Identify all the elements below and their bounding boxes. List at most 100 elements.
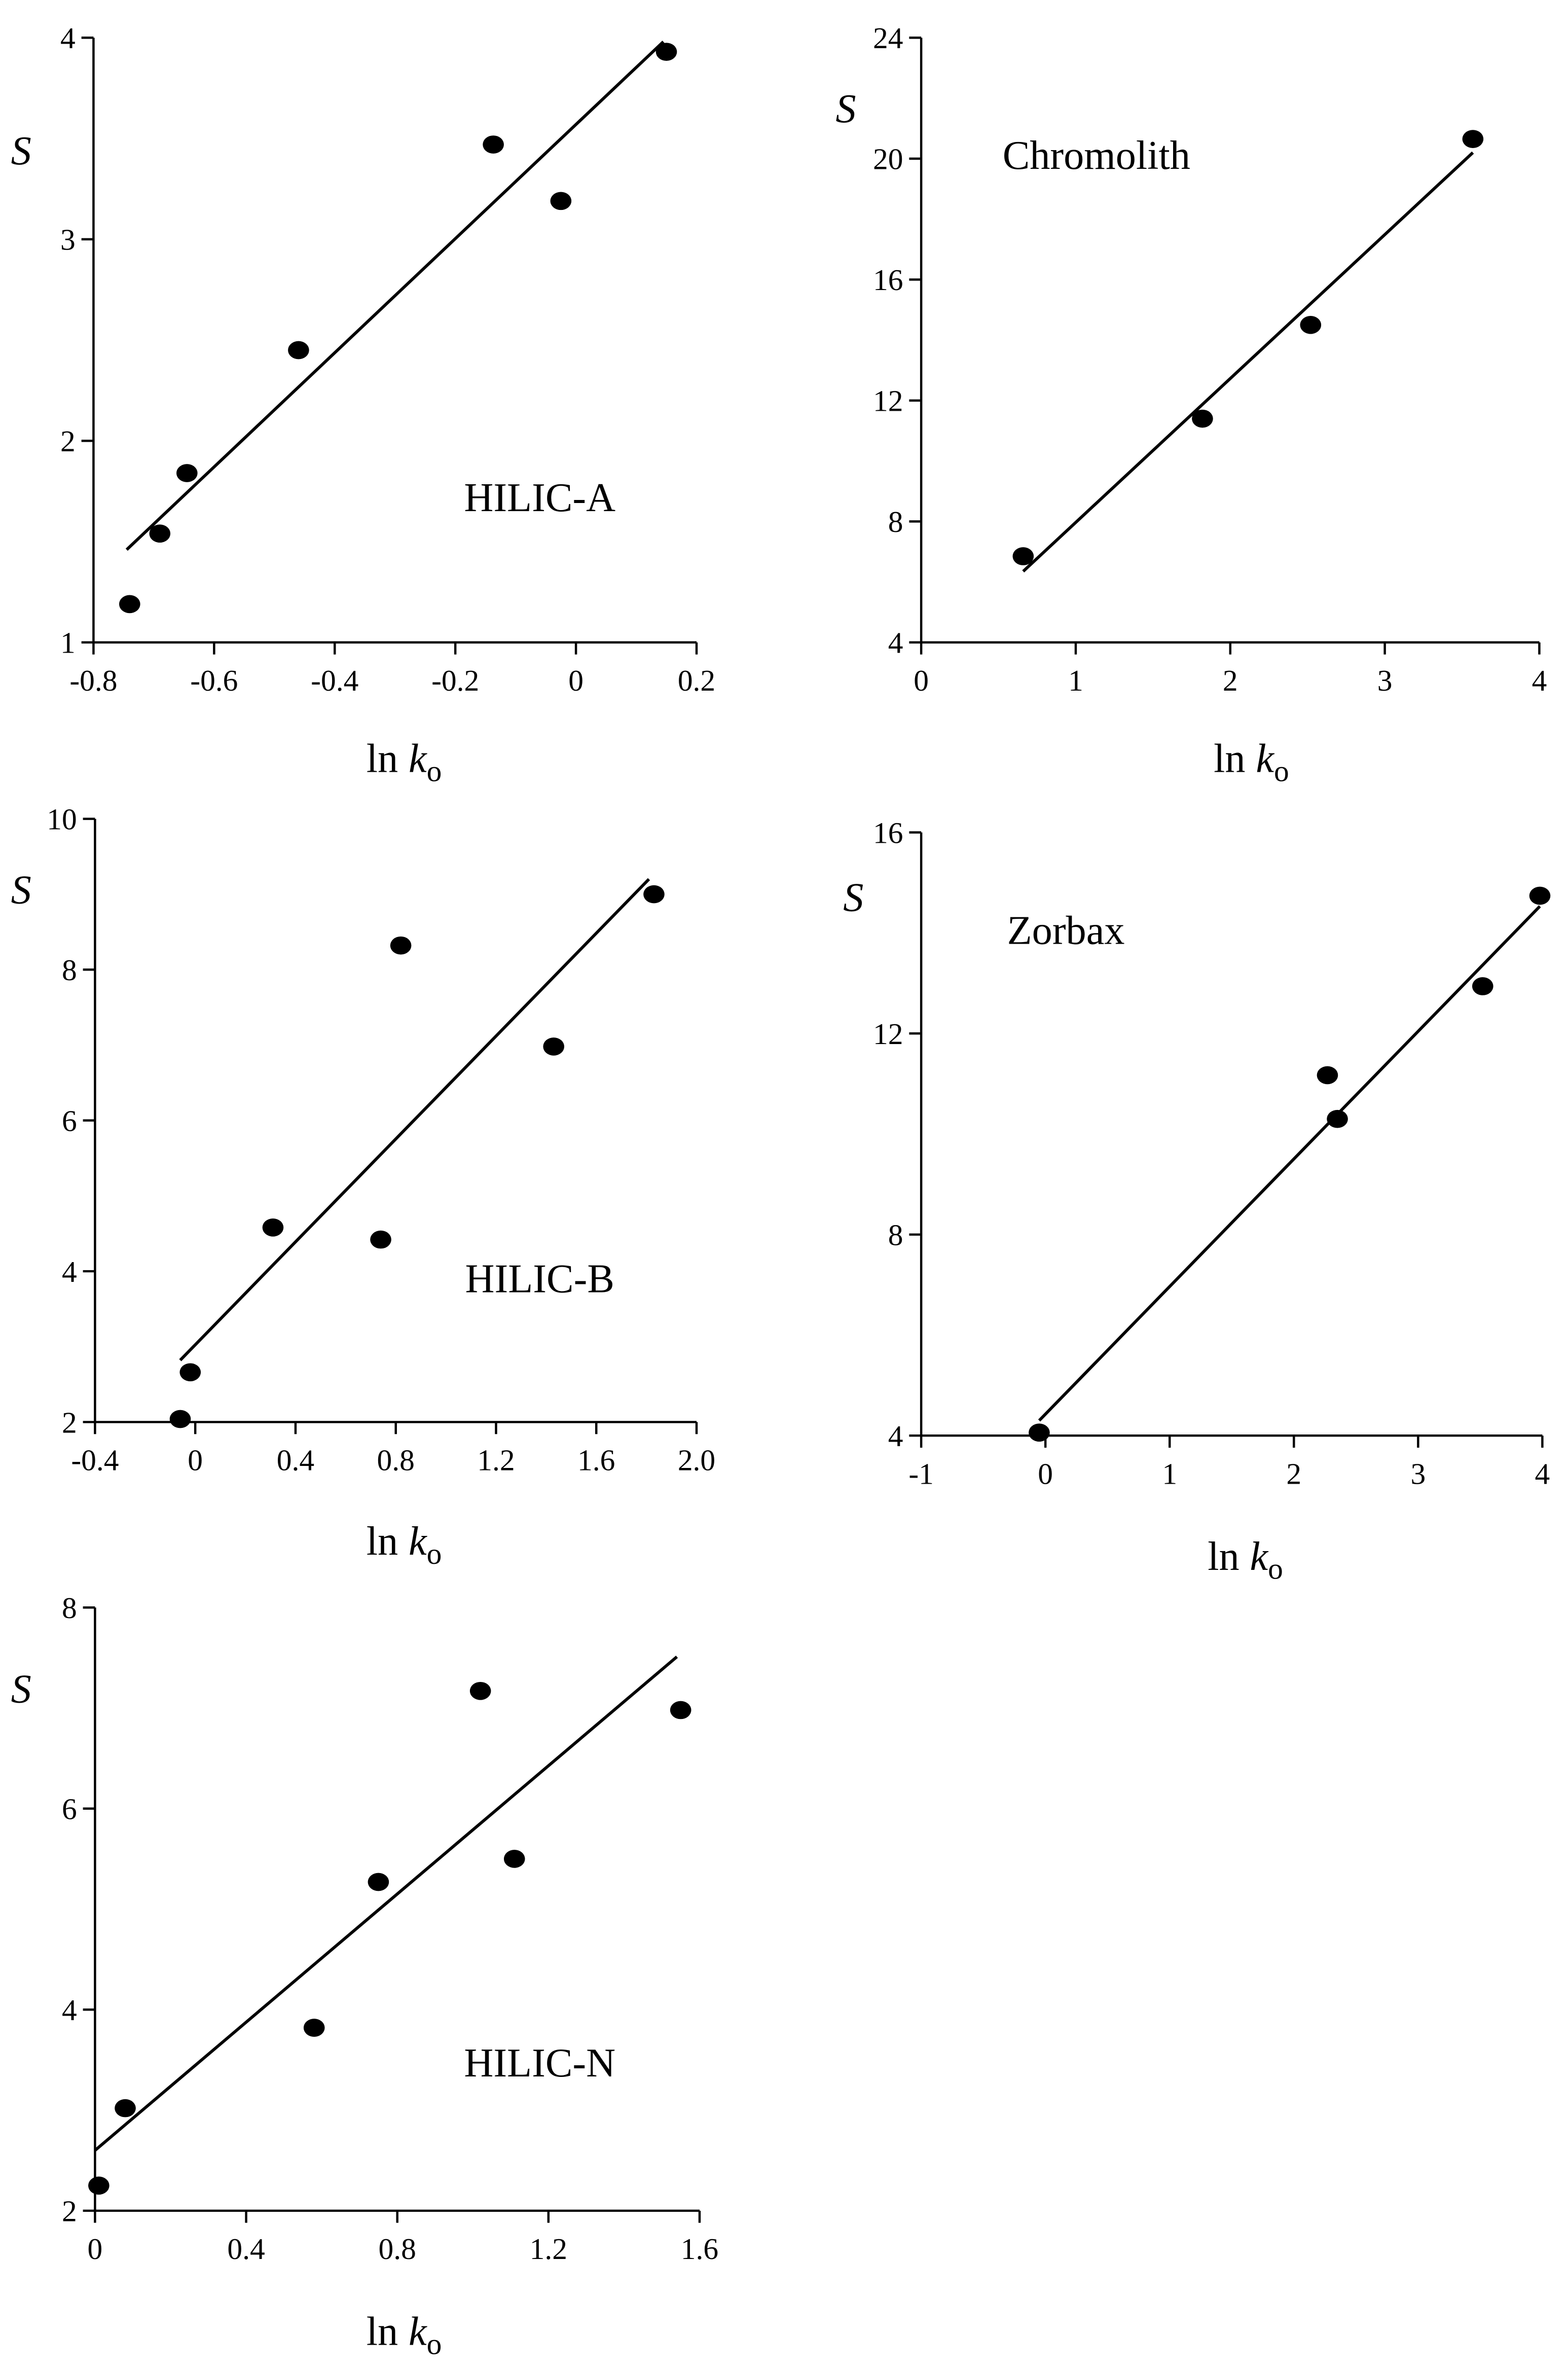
x-tick-label: -1	[908, 1457, 934, 1490]
y-tick-label: 2	[60, 424, 76, 458]
data-point	[483, 135, 504, 154]
x-tick-label: 1	[1162, 1457, 1177, 1490]
x-tick-label: 0	[88, 2232, 103, 2266]
y-tick-label: 6	[62, 1792, 77, 1826]
data-point	[1012, 547, 1034, 565]
y-tick-label: 3	[60, 223, 76, 257]
x-label-sub: o	[427, 2327, 442, 2360]
x-tick-label: -0.6	[190, 664, 238, 697]
panel: -0.8 -0.6 -0.4 -0.2 0 0.2 1 2 3 4 HILIC-A Sln ko	[11, 21, 716, 787]
fit-line	[1038, 905, 1541, 1422]
y-tick-label: 2	[62, 2195, 77, 2228]
x-tick-label: 0.8	[379, 2232, 416, 2266]
y-tick-label: 12	[873, 1017, 903, 1051]
x-tick-label: 1.6	[577, 1444, 615, 1477]
y-tick-label: 20	[873, 142, 903, 176]
x-tick-label: 0.8	[377, 1444, 415, 1477]
x-label-text: ln	[1208, 1534, 1239, 1579]
y-tick-label: 8	[888, 1218, 903, 1251]
panel-title: HILIC-A	[464, 475, 615, 520]
x-tick-label: 1.2	[477, 1444, 515, 1477]
data-point	[390, 936, 412, 955]
panel-title: HILIC-B	[465, 1257, 614, 1302]
x-label-var: k	[1250, 1534, 1268, 1579]
x-tick-label: 3	[1410, 1457, 1426, 1490]
y-tick-label: 2	[62, 1406, 77, 1439]
panel-title: Chromolith	[1003, 133, 1190, 178]
x-label-sub: o	[1268, 1552, 1283, 1586]
data-point	[1462, 130, 1484, 148]
data-point	[169, 1410, 191, 1428]
x-label-sub: o	[427, 1537, 442, 1570]
y-tick-label: 8	[62, 1591, 77, 1625]
x-axis-label: ln ko	[367, 736, 442, 788]
x-tick-label: -0.2	[431, 664, 479, 697]
data-point	[543, 1037, 565, 1056]
data-point	[1192, 409, 1213, 428]
x-label-text: ln	[367, 736, 398, 781]
data-point	[1327, 1109, 1348, 1128]
y-axis-label: S	[835, 86, 856, 131]
fit-line	[1022, 151, 1474, 572]
data-point	[503, 1850, 525, 1868]
x-label-text: ln	[367, 2309, 398, 2354]
data-point	[469, 1681, 491, 1700]
x-tick-label: 0.4	[227, 2232, 265, 2266]
x-tick-label: 1.2	[530, 2232, 567, 2266]
x-label-var: k	[1256, 736, 1274, 781]
panel-title: HILIC-N	[464, 2040, 615, 2086]
y-tick-label: 12	[873, 384, 903, 418]
x-tick-label: 2.0	[678, 1444, 715, 1477]
x-label-sub: o	[427, 755, 442, 788]
x-axis-label: ln ko	[1208, 1534, 1283, 1586]
y-tick-label: 4	[62, 1255, 77, 1288]
x-label-sub: o	[1274, 755, 1289, 788]
x-axis-label: ln ko	[1214, 736, 1289, 788]
x-tick-label: -0.4	[311, 664, 358, 697]
x-label-var: k	[409, 736, 427, 781]
data-point	[1300, 315, 1322, 334]
x-tick-label: -0.8	[69, 664, 117, 697]
x-tick-label: 4	[1535, 1457, 1550, 1490]
y-tick-label: 6	[62, 1104, 77, 1137]
data-point	[262, 1218, 284, 1237]
x-tick-label: 1.6	[681, 2232, 718, 2266]
x-label-var: k	[409, 1519, 427, 1564]
x-axis-label: ln ko	[367, 2309, 442, 2360]
data-point	[550, 192, 572, 210]
y-tick-label: 16	[873, 816, 903, 849]
fit-line	[125, 41, 665, 551]
y-tick-label: 24	[873, 21, 903, 55]
y-tick-label: 4	[888, 1419, 903, 1453]
x-label-text: ln	[1214, 736, 1245, 781]
x-tick-label: 0	[914, 664, 929, 697]
x-label-var: k	[409, 2309, 427, 2354]
y-axis-label: S	[11, 867, 31, 912]
y-tick-label: 8	[62, 953, 77, 987]
x-tick-label: 0.4	[277, 1444, 314, 1477]
fit-line	[94, 1656, 678, 2152]
x-axis-label: ln ko	[367, 1519, 442, 1570]
fit-line	[179, 878, 650, 1361]
data-point	[176, 464, 198, 482]
x-tick-label: 4	[1532, 664, 1547, 697]
y-axis-label: S	[843, 875, 863, 920]
data-point	[655, 43, 677, 61]
data-point	[115, 2099, 136, 2118]
x-tick-label: -0.4	[71, 1444, 119, 1477]
data-point	[303, 2019, 325, 2037]
data-point	[179, 1363, 201, 1382]
x-tick-label: 0	[568, 664, 584, 697]
data-point	[1029, 1423, 1050, 1442]
x-tick-label: 0.2	[678, 664, 715, 697]
data-point	[670, 1701, 691, 1719]
data-point	[288, 341, 309, 360]
panel: 0 0.4 0.8 1.2 1.6 2 4 6 8 HILIC-N Sln ko	[11, 1591, 719, 2360]
y-axis-label: S	[11, 1667, 31, 1712]
y-tick-label: 4	[62, 1993, 77, 2027]
y-axis-label: S	[11, 128, 31, 173]
y-tick-label: 1	[60, 626, 76, 660]
